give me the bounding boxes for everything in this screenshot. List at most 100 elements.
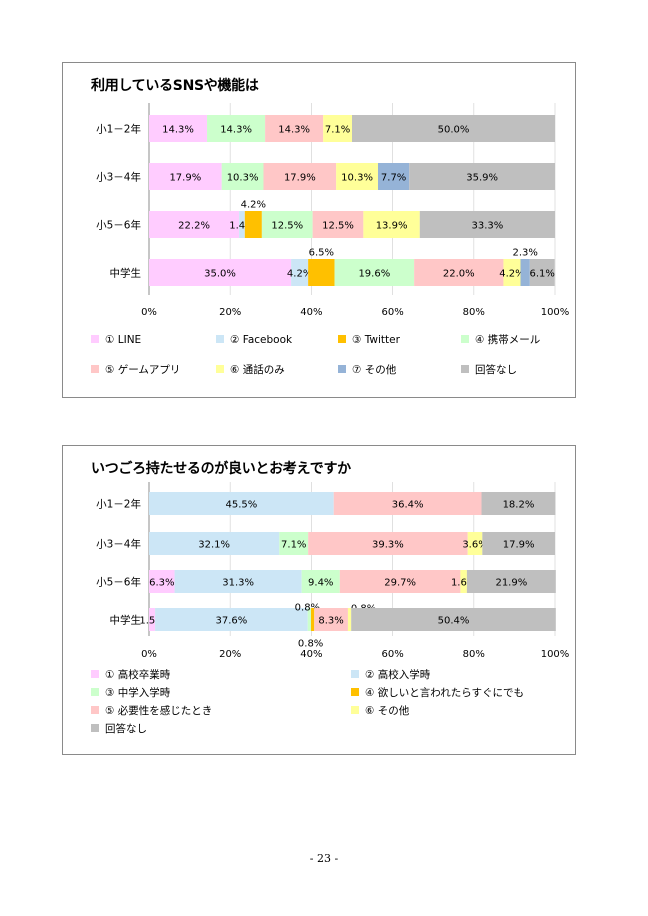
legend-label: ② Facebook: [230, 334, 293, 346]
legend-swatch: [461, 365, 469, 373]
data-label: 17.9%: [503, 540, 535, 551]
bar-segment: [149, 211, 240, 238]
category-label: 小3－4年: [96, 538, 141, 551]
data-label: 18.2%: [503, 500, 535, 511]
bar-segment: [279, 532, 309, 555]
bar-segment: [336, 163, 378, 190]
category-label: 小1－2年: [96, 498, 141, 511]
data-label: 45.5%: [225, 500, 257, 511]
bar-segment: [377, 163, 410, 190]
data-label: 3.6%: [462, 540, 487, 551]
data-label: 13.9%: [376, 221, 408, 232]
category-label: 中学生: [110, 267, 142, 280]
data-label: 8.3%: [318, 616, 343, 627]
data-label: 19.6%: [358, 269, 390, 280]
legend-label: 回答なし: [105, 722, 147, 735]
bar-segment: [467, 532, 483, 555]
bar-segment: [149, 608, 156, 631]
bar-segment: [207, 115, 266, 142]
bar-segment: [308, 259, 335, 286]
x-tick-label: 40%: [300, 649, 322, 660]
legend-label: 回答なし: [475, 363, 517, 376]
chart-timing: いつごろ持たせるのが良いとお考えですか 0% 20% 40% 60% 80% 100% 小1…: [62, 445, 576, 755]
data-label: 10.3%: [341, 173, 373, 184]
x-tick-label: 40%: [300, 307, 322, 318]
x-tick-label: 20%: [219, 307, 241, 318]
chart-title: いつごろ持たせるのが良いとお考えですか: [91, 461, 351, 477]
data-label: 37.6%: [216, 616, 248, 627]
x-tick-label: 100%: [541, 649, 570, 660]
bar-segment: [352, 115, 555, 142]
data-label: 22.2%: [178, 221, 210, 232]
data-label: 36.4%: [392, 500, 424, 511]
chart-title: 利用しているSNSや機能は: [91, 78, 259, 94]
legend-label: ⑦ その他: [352, 363, 397, 376]
bar-segment: [460, 570, 467, 593]
bar-segment: [149, 115, 208, 142]
bar-segment: [307, 608, 311, 631]
bar-segment: [419, 211, 555, 238]
data-label: 1.4%: [229, 221, 254, 232]
bar-segment: [221, 163, 264, 190]
legend-label: ⑤ 必要性を感じたとき: [105, 704, 212, 717]
category-label: 中学生: [110, 614, 142, 627]
bar-segment: [174, 570, 302, 593]
legend-label: ⑤ ゲームアプリ: [105, 364, 180, 376]
data-label: 17.9%: [284, 173, 316, 184]
category-label: 小3－4年: [96, 171, 141, 184]
bar-segment: [339, 570, 461, 593]
data-label: 35.9%: [466, 173, 498, 184]
data-label: 12.5%: [322, 221, 354, 232]
legend-label: ③ Twitter: [352, 334, 401, 346]
data-label: 50.0%: [438, 125, 470, 136]
bar-segment: [520, 259, 530, 286]
bar-segment: [310, 608, 315, 631]
legend-swatch: [351, 688, 359, 696]
data-label: 6.3%: [149, 578, 174, 589]
legend-swatch: [338, 365, 346, 373]
data-label: 32.1%: [198, 540, 230, 551]
bar-segment: [351, 608, 556, 631]
data-label: 4.2%: [241, 200, 266, 211]
x-tick-label: 100%: [541, 307, 570, 318]
data-label: 7.1%: [281, 540, 306, 551]
data-label: 21.9%: [495, 578, 527, 589]
bar-segment: [291, 259, 309, 286]
category-label: 小5－6年: [96, 219, 141, 232]
bar-segment: [239, 211, 245, 238]
legend-swatch: [91, 365, 99, 373]
data-label: 1.5%: [139, 616, 164, 627]
data-label: 1.6%: [451, 578, 476, 589]
bar-segment: [265, 115, 324, 142]
data-label: 14.3%: [220, 125, 252, 136]
data-label: 29.7%: [384, 578, 416, 589]
data-label: 6.1%: [530, 269, 555, 280]
legend-label: ⑥ その他: [365, 704, 410, 717]
data-label: 4.2%: [499, 269, 524, 280]
x-tick-label: 0%: [141, 307, 157, 318]
page-number: - 23 -: [309, 852, 339, 865]
legend-label: ① 高校卒業時: [105, 668, 171, 681]
legend-swatch: [91, 335, 99, 343]
bar-segment: [466, 570, 556, 593]
data-label: 22.0%: [443, 269, 475, 280]
legend-swatch: [91, 706, 99, 714]
bar-segment: [347, 608, 352, 631]
category-label: 小1－2年: [96, 123, 141, 136]
bar-segment: [334, 259, 415, 286]
bar-segment: [409, 163, 555, 190]
legend-swatch: [91, 670, 99, 678]
legend-swatch: [216, 365, 224, 373]
legend-label: ④ 欲しいと言われたらすぐにでも: [365, 686, 524, 699]
bar-segment: [314, 608, 348, 631]
bar-segment: [333, 492, 482, 515]
bar-segment: [363, 211, 420, 238]
bar-segment: [482, 532, 555, 555]
data-label: 9.4%: [308, 578, 333, 589]
bar-segment: [244, 211, 262, 238]
legend-label: ③ 中学入学時: [105, 686, 171, 699]
data-label: 0.8%: [295, 603, 320, 614]
bar-segment: [481, 492, 556, 515]
category-label: 小5－6年: [96, 576, 141, 589]
